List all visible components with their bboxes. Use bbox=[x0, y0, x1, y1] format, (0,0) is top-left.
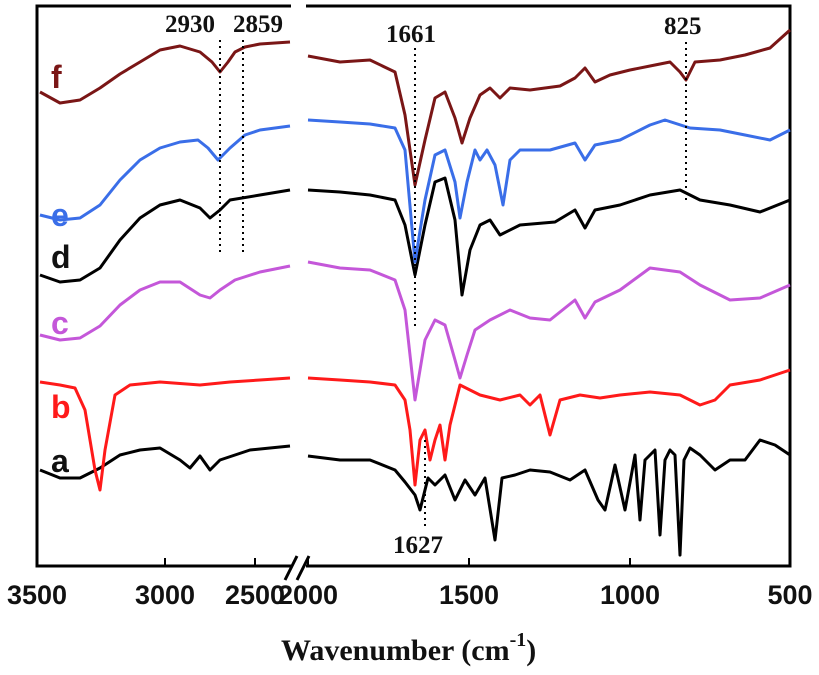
tick-label-1000: 1000 bbox=[600, 580, 660, 610]
peak-marker-lines bbox=[219, 40, 687, 530]
series-e-segment-1 bbox=[39, 124, 291, 222]
peak-label-2930: 2930 bbox=[165, 11, 215, 38]
series-label-a: a bbox=[51, 443, 69, 479]
series-b-segment-2 bbox=[307, 368, 791, 487]
tick-label-2500: 2500 bbox=[225, 580, 285, 610]
x-axis-title-sup: -1 bbox=[510, 629, 527, 651]
series-b-segment-1 bbox=[39, 376, 291, 492]
tick-label-3500: 3500 bbox=[7, 580, 67, 610]
peak-label-825: 825 bbox=[664, 13, 702, 40]
tick-label-3000: 3000 bbox=[135, 580, 195, 610]
series-label-c: c bbox=[51, 305, 69, 341]
axis-break-mark-left bbox=[283, 555, 299, 581]
peak-label-1627: 1627 bbox=[393, 532, 443, 559]
peak-label-1661: 1661 bbox=[386, 21, 436, 48]
series-label-e: e bbox=[51, 197, 69, 233]
x-axis-ticks bbox=[36, 558, 791, 566]
x-axis-title-close: ) bbox=[526, 634, 536, 667]
series-c-segment-2 bbox=[307, 260, 791, 402]
series-label-b: b bbox=[51, 389, 71, 425]
series-d-segment-1 bbox=[39, 188, 291, 284]
x-axis-title-main: Wavenumber (cm bbox=[281, 634, 510, 667]
series-d-segment-2 bbox=[307, 176, 791, 297]
series-f-segment-2 bbox=[307, 28, 792, 187]
series-curves bbox=[39, 28, 792, 557]
series-label-f: f bbox=[51, 59, 62, 95]
tick-label-2000: 2000 bbox=[278, 580, 338, 610]
series-a-segment-1 bbox=[39, 444, 291, 480]
tick-label-1500: 1500 bbox=[439, 580, 499, 610]
axis-break-gap bbox=[291, 2, 307, 574]
series-label-d: d bbox=[51, 239, 71, 275]
tick-label-500: 500 bbox=[767, 580, 812, 610]
series-a-segment-2 bbox=[307, 438, 791, 557]
series-c-segment-1 bbox=[39, 264, 291, 342]
series-f-segment-1 bbox=[39, 40, 291, 105]
series-e-segment-2 bbox=[307, 118, 791, 264]
x-axis-title: Wavenumber (cm-1) bbox=[281, 629, 536, 667]
peak-label-2859: 2859 bbox=[233, 11, 283, 38]
